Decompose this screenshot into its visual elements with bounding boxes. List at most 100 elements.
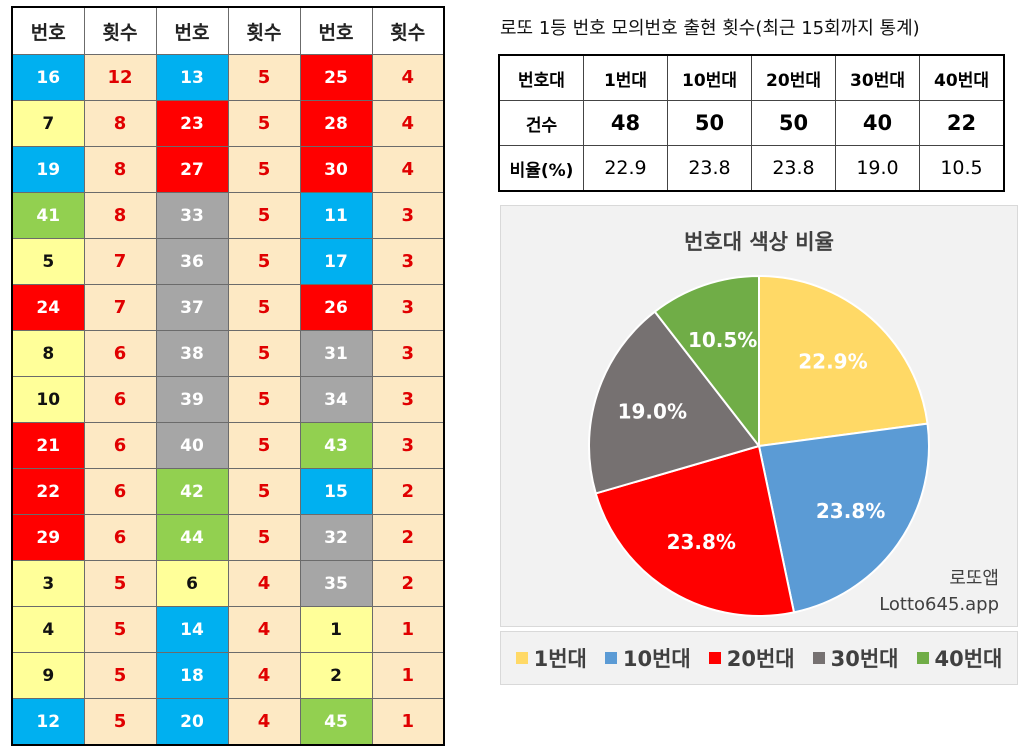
lotto-number-cell: 22 (11, 468, 85, 515)
stats-title: 로또 1등 번호 모의번호 출현 횟수(최근 15회까지 통계) (500, 18, 920, 39)
lotto-number-cell: 29 (11, 514, 85, 561)
frequency-row: 19 8 27 5 30 4 (11, 146, 445, 193)
appearance-count-cell: 6 (83, 330, 157, 377)
lotto-number-cell: 14 (155, 606, 229, 653)
lotto-number-cell: 42 (155, 468, 229, 515)
lotto-number-cell: 38 (155, 330, 229, 377)
appearance-count-cell: 1 (371, 652, 445, 699)
lotto-number-cell: 23 (155, 100, 229, 147)
frequency-row: 9 5 18 4 2 1 (11, 652, 445, 699)
pie-data-label: 22.9% (798, 350, 867, 374)
lotto-number-cell: 20 (155, 698, 229, 746)
watermark-url: Lotto645.app (879, 594, 999, 615)
appearance-count-cell: 3 (371, 330, 445, 377)
appearance-count-cell: 5 (227, 422, 301, 469)
frequency-row: 3 5 6 4 35 2 (11, 560, 445, 607)
frequency-row: 5 7 36 5 17 3 (11, 238, 445, 285)
frequency-row: 7 8 23 5 28 4 (11, 100, 445, 147)
header-number: 번호 (155, 6, 229, 55)
lotto-number-cell: 10 (11, 376, 85, 423)
lotto-number-cell: 26 (299, 284, 373, 331)
appearance-count-cell: 4 (371, 54, 445, 101)
lotto-number-cell: 19 (11, 146, 85, 193)
pie-data-label: 10.5% (688, 328, 757, 352)
appearance-count-cell: 4 (227, 560, 301, 607)
lotto-number-cell: 27 (155, 146, 229, 193)
appearance-count-cell: 3 (371, 192, 445, 239)
appearance-count-cell: 4 (227, 698, 301, 746)
header-count: 횟수 (83, 6, 157, 55)
band-count: 50 (667, 100, 752, 146)
band-header: 30번대 (835, 54, 920, 101)
appearance-count-cell: 3 (371, 376, 445, 423)
legend-swatch (515, 652, 528, 664)
appearance-count-cell: 4 (371, 100, 445, 147)
legend-label: 10번대 (622, 647, 691, 671)
pie-data-label: 23.8% (667, 530, 736, 554)
lotto-number-cell: 7 (11, 100, 85, 147)
band-ratio: 10.5 (919, 145, 1005, 192)
lotto-number-cell: 15 (299, 468, 373, 515)
appearance-count-cell: 4 (227, 652, 301, 699)
appearance-count-cell: 6 (83, 376, 157, 423)
band-count: 50 (751, 100, 836, 146)
frequency-row: 16 12 13 5 25 4 (11, 54, 445, 101)
appearance-count-cell: 1 (371, 606, 445, 653)
appearance-count-cell: 8 (83, 146, 157, 193)
frequency-row: 22 6 42 5 15 2 (11, 468, 445, 515)
appearance-count-cell: 8 (83, 100, 157, 147)
stats-header-row: 번호대 1번대 10번대 20번대 30번대 40번대 (498, 54, 1005, 101)
lotto-number-cell: 31 (299, 330, 373, 377)
legend-swatch (604, 652, 617, 664)
lotto-number-cell: 9 (11, 652, 85, 699)
appearance-count-cell: 2 (371, 468, 445, 515)
legend-item: 10번대 (604, 643, 691, 673)
watermark-korean: 로또앱 (949, 568, 999, 589)
pie-chart: 22.9% 23.8% 23.8% 19.0% 10.5% (588, 274, 930, 617)
lotto-number-cell: 13 (155, 54, 229, 101)
frequency-row: 4 5 14 4 1 1 (11, 606, 445, 653)
lotto-number-cell: 36 (155, 238, 229, 285)
legend-label: 20번대 (726, 647, 795, 671)
appearance-count-cell: 2 (371, 514, 445, 561)
appearance-count-cell: 5 (227, 54, 301, 101)
lotto-number-cell: 37 (155, 284, 229, 331)
appearance-count-cell: 5 (227, 514, 301, 561)
lotto-number-cell: 32 (299, 514, 373, 561)
appearance-count-cell: 5 (83, 652, 157, 699)
appearance-count-cell: 5 (227, 330, 301, 377)
legend-label: 40번대 (934, 647, 1003, 671)
lotto-number-cell: 45 (299, 698, 373, 746)
frequency-row: 12 5 20 4 45 1 (11, 698, 445, 746)
stats-corner-label: 번호대 (498, 54, 584, 101)
legend-swatch (812, 652, 825, 664)
header-count: 횟수 (227, 6, 301, 55)
lotto-number-cell: 11 (299, 192, 373, 239)
pie-slice (588, 310, 761, 495)
band-ratio: 23.8 (751, 145, 836, 192)
pie-slice (653, 274, 760, 449)
appearance-count-cell: 4 (371, 146, 445, 193)
appearance-count-cell: 5 (83, 698, 157, 746)
lotto-number-cell: 43 (299, 422, 373, 469)
appearance-count-cell: 6 (83, 422, 157, 469)
appearance-count-cell: 12 (83, 54, 157, 101)
appearance-count-cell: 5 (227, 284, 301, 331)
band-header: 20번대 (751, 54, 836, 101)
lotto-number-cell: 4 (11, 606, 85, 653)
appearance-count-cell: 5 (83, 606, 157, 653)
lotto-number-cell: 5 (11, 238, 85, 285)
lotto-number-cell: 35 (299, 560, 373, 607)
band-stats-table: 번호대 1번대 10번대 20번대 30번대 40번대 건수 48 50 50 … (498, 54, 1005, 192)
frequency-row: 8 6 38 5 31 3 (11, 330, 445, 377)
legend-item: 40번대 (916, 643, 1003, 673)
appearance-count-cell: 5 (227, 146, 301, 193)
appearance-count-cell: 6 (83, 514, 157, 561)
band-count: 22 (919, 100, 1005, 146)
lotto-number-cell: 39 (155, 376, 229, 423)
appearance-count-cell: 7 (83, 238, 157, 285)
lotto-number-cell: 28 (299, 100, 373, 147)
band-count: 48 (583, 100, 668, 146)
appearance-count-cell: 5 (227, 468, 301, 515)
pie-chart-panel: 22.9% 23.8% 23.8% 19.0% 10.5% 번호대 색상 비율 로또앱 … (500, 205, 1018, 627)
